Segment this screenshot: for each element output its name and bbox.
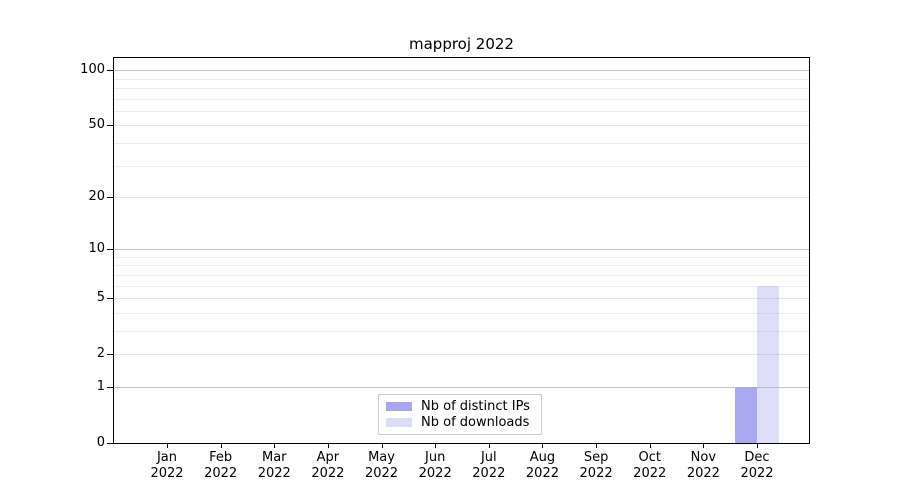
y-tick-label: 50	[88, 117, 105, 133]
y-tick-mark	[107, 70, 113, 72]
legend-label-downloads: Nb of downloads	[421, 415, 530, 431]
legend-row-distinct-ips: Nb of distinct IPs	[386, 399, 534, 414]
x-tick-year: 2022	[740, 466, 774, 481]
x-tick-mark	[381, 444, 383, 448]
x-tick-month: Oct	[638, 450, 661, 465]
gridline	[114, 78, 809, 80]
x-tick-label: Jul 2022	[457, 450, 521, 482]
bar-downloads	[757, 285, 779, 443]
gridline	[114, 256, 809, 258]
x-tick-label: Jan 2022	[135, 450, 199, 482]
legend: Nb of distinct IPs Nb of downloads	[378, 394, 542, 435]
bar-distinct-ips	[735, 386, 757, 443]
x-tick-year: 2022	[257, 466, 291, 481]
gridline	[114, 249, 809, 251]
x-tick-label: Apr 2022	[296, 450, 360, 482]
chart-title: mapproj 2022	[409, 35, 514, 53]
gridline	[114, 386, 809, 388]
y-tick-mark	[107, 354, 113, 356]
gridline	[114, 274, 809, 276]
x-tick-month: Jul	[480, 450, 497, 465]
x-tick-year: 2022	[150, 466, 184, 481]
x-tick-year: 2022	[686, 466, 720, 481]
x-tick-month: Apr	[316, 450, 340, 465]
y-tick-mark	[107, 249, 113, 251]
gridline	[114, 197, 809, 198]
x-tick-label: Jun 2022	[403, 450, 467, 482]
x-tick-mark	[327, 444, 329, 448]
x-tick-mark	[274, 444, 276, 448]
x-tick-year: 2022	[525, 466, 559, 481]
y-tick-mark	[107, 443, 113, 444]
x-tick-mark	[757, 444, 758, 448]
y-tick-mark	[107, 298, 113, 300]
gridline	[114, 110, 809, 112]
x-tick-year: 2022	[579, 466, 613, 481]
x-tick-year: 2022	[311, 466, 345, 481]
y-tick-mark	[107, 386, 113, 388]
gridline	[114, 285, 809, 287]
gridline	[114, 142, 809, 144]
y-tick-label: 10	[88, 241, 105, 257]
y-tick-label: 1	[96, 378, 105, 394]
y-tick-mark	[107, 197, 113, 198]
x-tick-month: Feb	[209, 450, 233, 465]
x-tick-mark	[703, 444, 705, 448]
x-tick-mark	[596, 444, 598, 448]
gridline	[114, 98, 809, 100]
x-tick-label: Sep 2022	[564, 450, 628, 482]
y-tick-label: 100	[80, 62, 105, 78]
x-tick-mark	[649, 444, 651, 448]
gridline	[114, 265, 809, 267]
legend-swatch-downloads	[386, 418, 412, 428]
gridline	[114, 125, 809, 127]
x-tick-mark	[167, 444, 168, 448]
x-tick-mark	[435, 444, 437, 448]
x-tick-year: 2022	[364, 466, 399, 481]
y-tick-label: 20	[88, 189, 105, 204]
y-tick-label: 2	[96, 346, 105, 362]
gridline	[114, 298, 809, 300]
x-tick-label: Aug 2022	[510, 450, 574, 482]
legend-swatch-distinct-ips	[386, 401, 412, 411]
x-tick-label: Oct 2022	[618, 450, 682, 482]
x-tick-month: Mar	[262, 450, 287, 465]
x-tick-month: Sep	[583, 450, 609, 465]
x-tick-label: Nov 2022	[671, 450, 735, 482]
x-tick-month: Aug	[529, 450, 556, 465]
x-tick-month: Nov	[690, 450, 717, 465]
gridline	[114, 312, 809, 314]
x-tick-label: May 2022	[350, 450, 414, 482]
x-tick-month: Jun	[425, 450, 446, 465]
x-tick-month: Jan	[156, 450, 178, 465]
gridline	[114, 354, 809, 356]
x-tick-label: Dec 2022	[725, 450, 789, 482]
plot-area	[113, 57, 810, 444]
x-tick-mark	[542, 444, 544, 448]
legend-label-distinct-ips: Nb of distinct IPs	[421, 398, 530, 414]
x-tick-label: Feb 2022	[189, 450, 253, 482]
gridline	[114, 330, 809, 332]
x-tick-month: Dec	[744, 450, 770, 465]
legend-row-downloads: Nb of downloads	[386, 415, 534, 430]
x-tick-mark	[488, 444, 490, 448]
y-tick-label: 5	[96, 290, 105, 306]
gridline	[114, 165, 809, 167]
x-tick-label: Mar 2022	[242, 450, 306, 482]
x-tick-year: 2022	[633, 466, 667, 481]
gridline	[114, 87, 809, 89]
x-tick-year: 2022	[204, 466, 238, 481]
gridline	[114, 70, 809, 72]
x-tick-year: 2022	[418, 466, 452, 481]
x-tick-year: 2022	[472, 466, 506, 481]
y-tick-mark	[107, 125, 113, 127]
x-tick-month: May	[368, 450, 395, 465]
x-tick-mark	[220, 444, 222, 448]
y-tick-label: 0	[96, 435, 105, 450]
